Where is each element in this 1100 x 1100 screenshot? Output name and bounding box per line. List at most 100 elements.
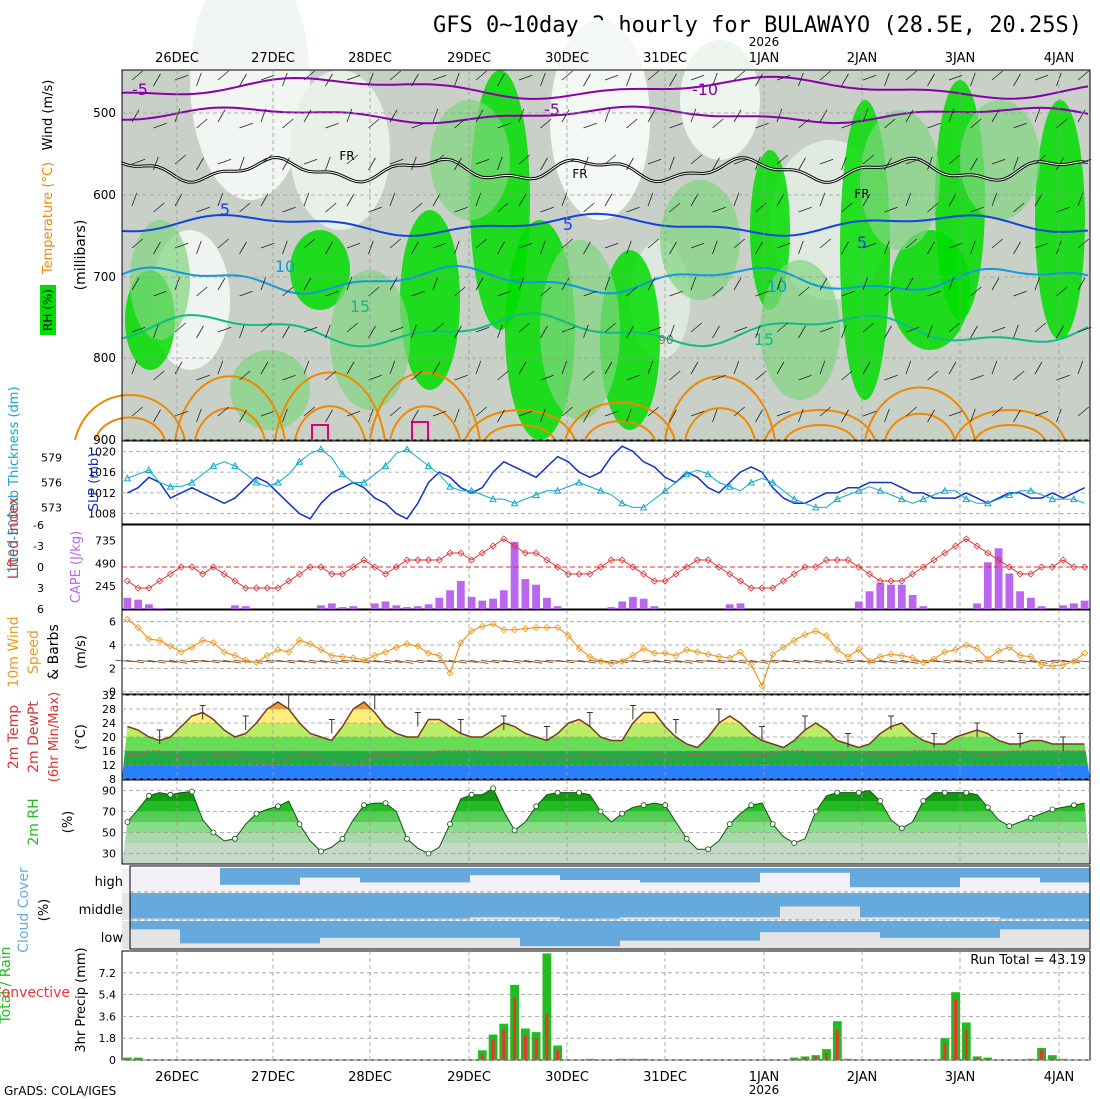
contour-label: 10 — [275, 257, 295, 276]
wind-barb-10m — [126, 659, 145, 664]
wind-point — [693, 648, 701, 656]
thickness-point — [704, 470, 713, 478]
wind-barb — [712, 325, 720, 339]
wind-barb — [798, 408, 804, 423]
wind-barb — [647, 109, 656, 123]
wind-barb — [1013, 156, 1019, 171]
cape-bar — [1027, 597, 1035, 609]
li-point — [855, 563, 863, 571]
li-point — [554, 563, 562, 571]
wind-point — [554, 623, 562, 632]
thickness-point — [725, 482, 734, 490]
rh-mid-area — [130, 220, 190, 340]
wind-point — [908, 654, 917, 662]
wind-point — [511, 626, 519, 634]
precip-tick: 3.6 — [99, 1010, 117, 1023]
wind-barb — [540, 157, 548, 171]
wind-barb — [282, 325, 290, 339]
precip-conv-bar — [480, 1053, 484, 1060]
wind-barb — [841, 290, 855, 297]
wind-barb — [798, 157, 806, 171]
wind-barb — [626, 240, 632, 255]
li-point — [769, 584, 777, 592]
wind-point — [661, 649, 669, 657]
wind-barb-10m — [147, 659, 166, 664]
credit: GrADS: COLA/IGES — [4, 1084, 116, 1098]
wind-barb — [1034, 154, 1046, 165]
wind-point — [295, 636, 304, 644]
thickness-point — [360, 478, 368, 486]
rh-mid-area — [860, 110, 940, 250]
contour-20 — [864, 386, 976, 441]
wind-tick: 6 — [109, 616, 116, 629]
thickness-point — [295, 457, 304, 465]
wind-point — [747, 661, 755, 669]
thickness-point — [145, 466, 153, 474]
wind-barb-10m — [663, 659, 682, 663]
date-label-bottom: 4JAN — [1044, 1070, 1075, 1085]
wind-barb — [217, 238, 229, 249]
wind-point — [962, 641, 970, 649]
date-label-top: 31DEC — [643, 51, 687, 66]
cloud-level-label: high — [95, 875, 123, 890]
cape-bar — [521, 579, 530, 609]
wind-point — [543, 623, 551, 632]
wind-barb — [970, 206, 984, 213]
wind-barb — [647, 277, 656, 291]
wind-barb — [454, 157, 462, 171]
contour-label: 90 — [658, 333, 673, 347]
li-point — [984, 549, 992, 557]
cape-bar — [1016, 591, 1024, 609]
wind-point — [951, 646, 960, 654]
thickness-point — [940, 486, 949, 494]
wind-barb-10m — [373, 659, 392, 664]
wind-barb — [497, 122, 511, 129]
precip-conv-bar — [545, 1014, 549, 1060]
rh-tick: 70 — [102, 806, 116, 819]
rh-point — [145, 792, 152, 799]
date-label-top: 28DEC — [348, 51, 392, 66]
thickness-point — [338, 470, 347, 478]
rh-point — [576, 789, 582, 796]
li-point — [306, 563, 314, 571]
wind-barb — [260, 74, 275, 81]
wind-barb — [411, 122, 425, 129]
li-point — [919, 563, 927, 571]
wind-barb-10m — [524, 659, 543, 664]
wind-barb — [970, 118, 982, 129]
wind-barb-10m — [900, 659, 919, 664]
wind-barb — [819, 238, 831, 249]
wind-barb — [604, 193, 613, 207]
cape-bar — [650, 606, 659, 609]
wind-point — [478, 622, 486, 630]
wind-barb — [776, 154, 788, 165]
wind-barb — [325, 122, 339, 129]
wind-barb-10m — [1040, 659, 1059, 663]
rh-point — [382, 800, 389, 806]
wind-barb — [303, 406, 315, 417]
wind-speed-line — [127, 618, 1085, 688]
wind-barb-10m — [190, 659, 209, 663]
temp-band — [122, 765, 1090, 779]
wind-barb-10m — [653, 659, 672, 664]
contour-25 — [684, 407, 756, 441]
wind-barb — [518, 74, 533, 81]
wind-barb — [346, 276, 353, 291]
wind-barb — [733, 326, 748, 333]
wind-barb — [389, 158, 404, 165]
wind-point — [199, 636, 207, 644]
wind-barb — [368, 408, 374, 423]
wind-barb-10m — [846, 659, 865, 663]
li-point — [478, 549, 486, 557]
wind-barb — [841, 156, 847, 171]
slp-label: SLP (mb) — [87, 453, 102, 512]
wind-tick: 4 — [109, 639, 116, 652]
thickness-point — [274, 478, 282, 486]
wind-point — [381, 648, 390, 656]
wind-barb — [776, 410, 791, 417]
wind-barb — [346, 193, 355, 207]
li-point — [1016, 570, 1024, 578]
wind-barb — [647, 158, 662, 165]
cape-bar — [424, 604, 433, 609]
wind-point — [285, 648, 293, 656]
